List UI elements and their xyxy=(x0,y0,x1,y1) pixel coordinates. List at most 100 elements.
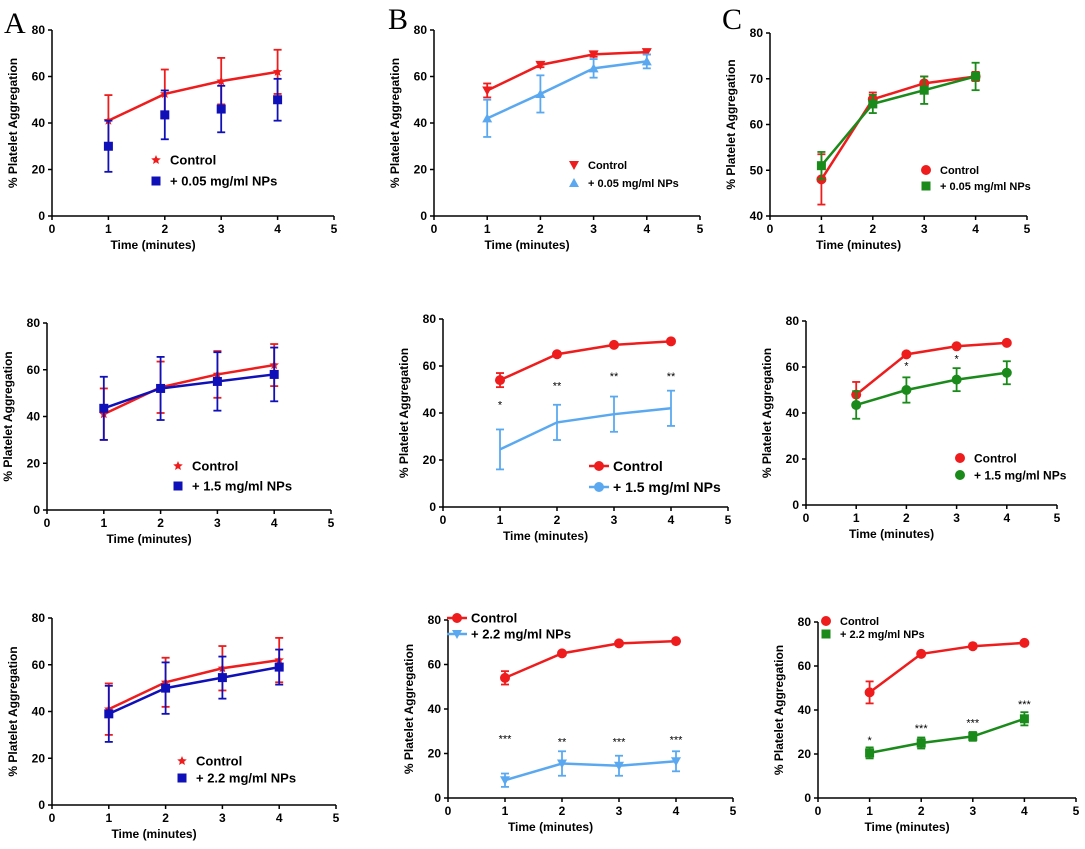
y-tick-label: 20 xyxy=(423,453,437,467)
legend-marker xyxy=(955,470,965,480)
series-nps xyxy=(482,53,652,138)
data-point xyxy=(1019,637,1030,648)
data-point xyxy=(919,85,929,95)
x-tick-label: 1 xyxy=(105,811,112,825)
x-tick-label: 5 xyxy=(697,222,704,236)
series-control xyxy=(99,343,279,441)
significance-label: *** xyxy=(1018,699,1032,711)
x-tick-label: 2 xyxy=(161,222,168,236)
data-point xyxy=(666,336,676,347)
x-tick-label: 4 xyxy=(673,804,680,818)
legend-marker xyxy=(151,176,161,186)
panel-letter-c: C xyxy=(722,3,742,36)
x-tick-label: 4 xyxy=(276,811,283,825)
legend-marker xyxy=(177,773,187,783)
legend-marker xyxy=(177,756,187,766)
series-line xyxy=(869,717,1025,755)
y-tick-label: 60 xyxy=(786,360,800,374)
data-point xyxy=(868,99,878,109)
chart-a2: 0 1 2 3 4 5 0 20 40 60 80 Time (minutes) % Platelet … xyxy=(1,316,335,546)
legend: Control+ 2.2 mg/ml NPs xyxy=(821,616,925,641)
x-tick-label: 3 xyxy=(953,511,960,525)
series-nps xyxy=(103,77,283,173)
x-tick-label: 4 xyxy=(1003,511,1010,525)
y-tick-label: 80 xyxy=(32,611,46,625)
y-axis-title: % Platelet Aggregation xyxy=(760,348,774,478)
data-point xyxy=(535,88,546,98)
x-tick-label: 4 xyxy=(668,513,675,527)
x-tick-label: 2 xyxy=(869,222,876,236)
series-nps xyxy=(496,389,675,471)
data-point xyxy=(217,673,227,683)
y-tick-label: 80 xyxy=(32,23,46,37)
data-point xyxy=(274,662,284,672)
x-tick-label: 1 xyxy=(100,516,107,530)
data-point xyxy=(609,339,619,350)
y-tick-label: 60 xyxy=(750,118,764,132)
x-tick-label: 2 xyxy=(554,513,561,527)
data-point xyxy=(614,761,624,771)
legend-label: + 0.05 mg/ml NPs xyxy=(170,174,277,189)
x-tick-label: 5 xyxy=(1054,511,1061,525)
data-point xyxy=(851,399,862,410)
legend-label: Control xyxy=(588,160,627,172)
data-point xyxy=(103,141,113,151)
data-point xyxy=(216,76,226,86)
data-point xyxy=(671,757,681,767)
y-tick-label: 60 xyxy=(27,363,41,377)
y-axis-title: % Platelet Aggregation xyxy=(6,58,20,188)
y-tick-label: 80 xyxy=(428,613,442,627)
data-point xyxy=(671,636,681,647)
legend: Control + 1.5 mg/ml NPs xyxy=(173,459,292,494)
legend-marker xyxy=(955,453,965,463)
x-tick-label: 4 xyxy=(274,222,281,236)
x-axis-title: Time (minutes) xyxy=(508,820,593,834)
significance-label: *** xyxy=(915,723,929,735)
x-axis-title: Time (minutes) xyxy=(106,532,191,546)
chart-a3: 0 1 2 3 4 5 0 20 40 60 80 Time (minutes) % Platelet … xyxy=(6,611,340,841)
series-control xyxy=(104,636,284,736)
y-tick-label: 60 xyxy=(32,70,46,84)
y-tick-label: 70 xyxy=(750,72,764,86)
legend-marker xyxy=(594,461,604,471)
panel-letter-a: A xyxy=(4,7,26,40)
legend-marker xyxy=(452,630,462,639)
chart-b1: 0 1 2 3 4 5 0 20 40 60 80 Time (minutes) % Platelet … xyxy=(388,23,704,252)
legend-label: + 2.2 mg/ml NPs xyxy=(840,629,925,641)
y-tick-label: 20 xyxy=(798,747,812,761)
legend-label: + 1.5 mg/ml NPs xyxy=(974,468,1067,482)
significance-label: * xyxy=(904,360,909,372)
data-point xyxy=(557,648,567,659)
series-nps xyxy=(500,750,681,788)
data-point xyxy=(495,375,505,386)
legend: Control + 0.05 mg/ml NPs xyxy=(151,153,277,189)
data-point xyxy=(273,95,283,105)
data-point xyxy=(99,403,109,413)
x-tick-label: 5 xyxy=(730,804,737,818)
data-point xyxy=(160,110,170,120)
x-tick-label: 3 xyxy=(214,516,221,530)
x-tick-label: 1 xyxy=(484,222,491,236)
chart-b2: 0 1 2 3 4 5 0 20 40 60 80 Time (minutes) % Platelet … xyxy=(397,312,732,543)
legend: Control+ 2.2 mg/ml NPs xyxy=(177,754,296,786)
panel-letter-b: B xyxy=(388,3,408,36)
series-nps xyxy=(851,360,1012,420)
y-tick-label: 40 xyxy=(27,410,41,424)
legend: Control + 1.5 mg/ml NPs xyxy=(589,458,721,495)
series-line xyxy=(108,658,280,711)
legend-marker xyxy=(569,161,579,170)
data-point xyxy=(216,104,226,114)
series-nps xyxy=(816,61,981,181)
chart-c2: 0 1 2 3 4 5 0 20 40 60 80 Time (minutes) % Platelet … xyxy=(760,314,1067,541)
data-point xyxy=(951,341,962,352)
y-tick-label: 0 xyxy=(792,498,799,512)
y-axis-title: % Platelet Aggregation xyxy=(1,351,15,481)
x-tick-label: 1 xyxy=(497,513,504,527)
legend: Control + 0.05 mg/ml NPs xyxy=(921,165,1031,193)
x-tick-label: 1 xyxy=(502,804,509,818)
y-tick-label: 0 xyxy=(434,791,441,805)
x-tick-label: 0 xyxy=(44,516,51,530)
data-point xyxy=(161,683,171,693)
y-tick-label: 0 xyxy=(804,791,811,805)
x-tick-label: 3 xyxy=(969,804,976,818)
